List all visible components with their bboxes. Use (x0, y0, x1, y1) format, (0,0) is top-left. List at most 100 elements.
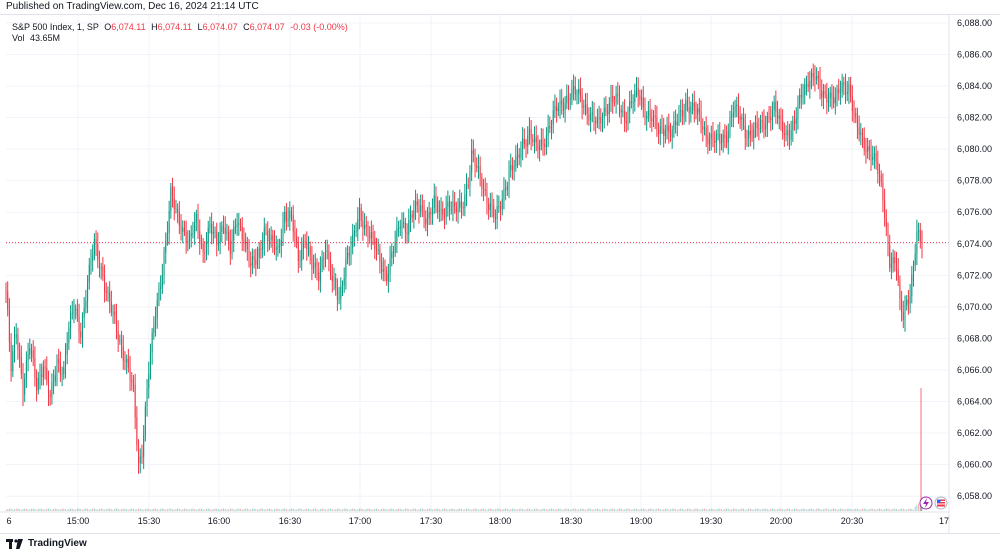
volume-bar (557, 508, 559, 511)
candle (382, 257, 384, 282)
volume-bar (404, 508, 406, 511)
candle (240, 218, 242, 232)
volume-bar (95, 509, 97, 511)
candle (136, 406, 138, 452)
candle (425, 210, 427, 232)
candle (489, 192, 491, 218)
volume-bar (413, 508, 415, 511)
candle (267, 221, 269, 253)
volume-bar (151, 509, 153, 511)
volume-bar (851, 509, 853, 511)
candle (703, 121, 705, 136)
candle (231, 229, 233, 260)
volume-bar (652, 509, 654, 511)
candle (912, 260, 915, 287)
volume-bar (149, 509, 151, 511)
candle (527, 126, 529, 155)
volume-bar (858, 509, 860, 511)
candle (579, 77, 581, 103)
candle (481, 172, 483, 197)
candle (34, 346, 36, 387)
volume-bar (262, 508, 264, 511)
tradingview-logo-icon[interactable] (6, 538, 24, 549)
volume-bar (562, 509, 564, 511)
candle (692, 93, 694, 115)
volume-bar (635, 508, 638, 511)
volume-bar (299, 508, 301, 511)
volume-bar (500, 509, 502, 511)
candle (398, 220, 400, 237)
candle (122, 335, 124, 370)
candle (743, 107, 745, 130)
volume-bar (761, 509, 763, 511)
volume-bar (231, 508, 233, 511)
volume-bar (443, 508, 445, 511)
volume-bar (245, 508, 247, 511)
volume-bar (686, 508, 688, 511)
candle (460, 192, 462, 219)
volume-bar (510, 509, 512, 511)
brand-name[interactable]: TradingView (28, 537, 87, 549)
candle (177, 203, 179, 224)
volume-bar (771, 508, 773, 511)
volume-bar (669, 509, 671, 511)
candle (736, 96, 738, 118)
volume-bar (447, 509, 449, 511)
candle (93, 233, 95, 261)
candle (515, 145, 517, 172)
volume-bar (335, 509, 337, 511)
candle (406, 223, 408, 244)
price-axis: 6,058.00 6,060.00 6,062.00 6,064.00 6,066.00… (948, 15, 1000, 533)
candle (829, 86, 831, 108)
volume-bar (285, 508, 287, 511)
candle (862, 128, 864, 148)
volume-bar (217, 509, 219, 511)
candle (642, 86, 644, 118)
candle (788, 123, 790, 150)
volume-bar (790, 509, 792, 511)
volume-bar (202, 509, 204, 511)
volume-bar (598, 508, 600, 511)
candle (474, 148, 476, 178)
candle (209, 216, 211, 234)
volume-bar (124, 508, 126, 511)
volume-bar (197, 509, 199, 511)
candle (605, 96, 607, 117)
volume-bar (274, 509, 276, 511)
candle (331, 264, 333, 293)
candle (10, 333, 12, 382)
candle (377, 238, 379, 255)
volume-bar (637, 509, 639, 511)
candle (350, 236, 352, 266)
volume-bar (486, 509, 488, 511)
volume-bar (528, 508, 530, 511)
volume-bar (568, 508, 570, 511)
volume-bar (788, 508, 790, 511)
volume-bar (673, 508, 675, 511)
volume-bar (127, 509, 129, 511)
symbol-name[interactable]: S&P 500 Index, 1, SP (12, 22, 99, 32)
volume-bar (178, 508, 180, 511)
candle (760, 114, 762, 134)
candle (552, 100, 554, 134)
volume-bar (290, 508, 293, 511)
candle (265, 223, 267, 236)
chart-frame[interactable] (0, 14, 1000, 534)
volume-bar (912, 509, 915, 511)
volume-bar (224, 508, 226, 511)
candle (860, 122, 862, 146)
volume-bar (284, 508, 286, 511)
volume-bar (778, 508, 780, 511)
volume-bar (440, 509, 442, 511)
candle (25, 351, 27, 388)
x-tick-label-9: 19:00 (630, 516, 653, 526)
candle (831, 84, 833, 110)
volume-bar (348, 509, 350, 511)
candle (683, 103, 685, 125)
volume-bar (42, 509, 44, 511)
candle (557, 102, 559, 117)
candle (109, 281, 111, 314)
y-tick-label-11: 6,080.00 (957, 144, 992, 154)
candle (654, 104, 656, 129)
